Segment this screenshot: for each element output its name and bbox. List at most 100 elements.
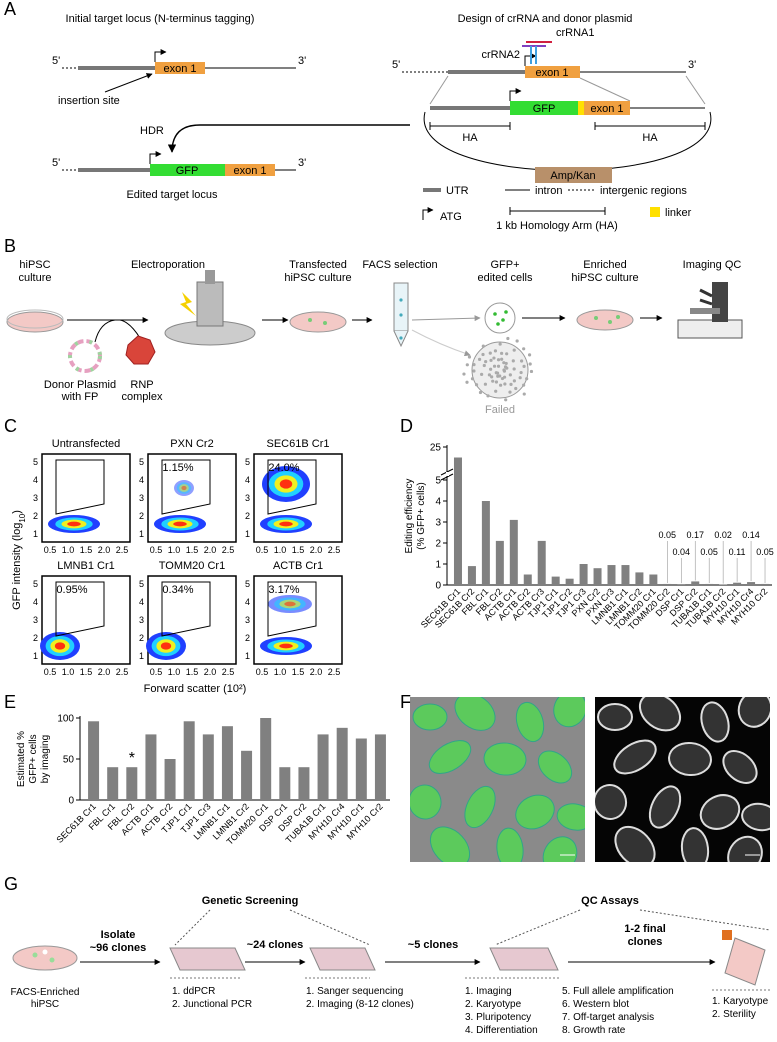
y-tick-label: 2 — [33, 633, 38, 643]
step-label: GFP+ — [490, 259, 519, 271]
failed-cell — [522, 347, 526, 351]
legend-entry: intergenic regions — [600, 185, 687, 197]
y-tick-label: 3 — [33, 615, 38, 625]
workflow-illustration — [471, 341, 529, 399]
section-title: Initial target locus (N-terminus tagging… — [66, 13, 255, 25]
nucleus — [483, 742, 527, 776]
scatter-density — [67, 521, 81, 527]
failed-cell — [490, 375, 494, 379]
y-tick-label: 0 — [68, 796, 74, 807]
x-tick-label: 1.0 — [168, 545, 181, 555]
axis-break-gap — [446, 472, 449, 476]
failed-cell — [465, 380, 469, 384]
bar — [733, 582, 742, 585]
step-label: hiPSC culture — [284, 272, 351, 284]
step-label: FACS selection — [362, 259, 437, 271]
locus-diagram — [225, 164, 275, 176]
five-prime: 5' — [392, 59, 400, 71]
nucleus — [515, 701, 545, 743]
failed-cell — [499, 383, 503, 387]
assay-item: 2. Imaging (8-12 clones) — [306, 999, 414, 1010]
y-tick-label: 3 — [245, 615, 250, 625]
x-tick-label: 0.5 — [150, 667, 163, 677]
y-tick-label: 5 — [245, 579, 250, 589]
failed-cell — [500, 357, 504, 361]
scatter-density — [279, 521, 293, 527]
section-title: Genetic Screening — [202, 895, 299, 907]
locus-diagram — [579, 77, 631, 102]
workflow-illustration — [308, 318, 312, 322]
assay-item: 3. Pluripotency — [465, 1012, 531, 1023]
nucleus — [699, 794, 741, 830]
locus-diagram — [167, 124, 410, 153]
bar — [279, 767, 291, 800]
failed-cell — [465, 363, 469, 367]
y-tick-label: 4 — [139, 597, 144, 607]
failed-cell — [512, 379, 516, 383]
ha-label: HA — [642, 132, 658, 144]
bar — [126, 767, 138, 800]
value-label: 0.04 — [673, 547, 691, 557]
failed-cell — [508, 390, 512, 394]
value-label: 0.05 — [659, 530, 677, 540]
bar — [298, 767, 310, 800]
clone-pipeline — [12, 909, 771, 991]
y-tick-label: 4 — [245, 475, 250, 485]
workflow-illustration — [501, 318, 505, 322]
nucleus — [597, 703, 633, 731]
panel-label: G — [4, 874, 18, 894]
locus-diagram — [535, 167, 612, 183]
locus-diagram — [104, 73, 153, 93]
bar — [551, 576, 560, 585]
step-label: Transfected — [289, 259, 347, 271]
y-tick-label: 2 — [139, 511, 144, 521]
failed-cell — [484, 360, 488, 364]
nucleus — [668, 741, 712, 777]
x-tick-label: 1.0 — [168, 667, 181, 677]
clone-pipeline — [32, 952, 38, 958]
resistance-label: Amp/Kan — [550, 170, 595, 182]
step-label: ~96 clones — [90, 942, 147, 954]
y-axis-label: Editing efficiency — [404, 479, 415, 554]
y-axis-label: GFP intensity (log10) — [11, 510, 27, 610]
gate — [55, 581, 105, 637]
gfp-label: GFP — [176, 165, 199, 177]
workflow-illustration — [399, 313, 403, 317]
x-tick-label: 0.5 — [256, 545, 269, 555]
bar — [649, 574, 658, 585]
failed-cell — [489, 358, 493, 362]
workflow-illustration — [180, 292, 196, 316]
bar — [241, 750, 253, 800]
workflow-illustration — [411, 315, 481, 322]
assay-item: 2. Junctional PCR — [172, 999, 252, 1010]
failed-cell — [472, 369, 476, 373]
failed-cell — [488, 351, 492, 355]
clone-pipeline — [170, 977, 770, 991]
value-label: 0.02 — [714, 530, 732, 540]
failed-cell — [467, 355, 472, 359]
y-tick-label: 4 — [245, 597, 250, 607]
bar — [467, 566, 476, 585]
failed-cell — [522, 364, 526, 368]
step-label: 1-2 final — [624, 923, 666, 935]
y-tick-label: 2 — [245, 511, 250, 521]
bar — [761, 583, 770, 585]
nucleus — [412, 703, 448, 731]
x-tick-label: 2.5 — [116, 667, 129, 677]
nucleus — [700, 701, 730, 743]
failed-cell — [519, 370, 523, 375]
step-label: ~24 clones — [247, 939, 304, 951]
bar — [523, 574, 532, 585]
x-tick-label: 0.5 — [256, 667, 269, 677]
x-tick-label: 2.5 — [222, 545, 235, 555]
clone-pipeline — [489, 947, 559, 971]
locus-diagram — [509, 88, 522, 101]
y-tick-label: 5 — [245, 457, 250, 467]
y-tick-label: 1 — [245, 529, 250, 539]
panel-label: A — [4, 0, 16, 19]
failed-cell — [504, 398, 508, 402]
gate-percent: 0.95% — [56, 584, 87, 596]
x-tick-label: 1.5 — [292, 545, 305, 555]
failed-cell — [494, 371, 498, 375]
